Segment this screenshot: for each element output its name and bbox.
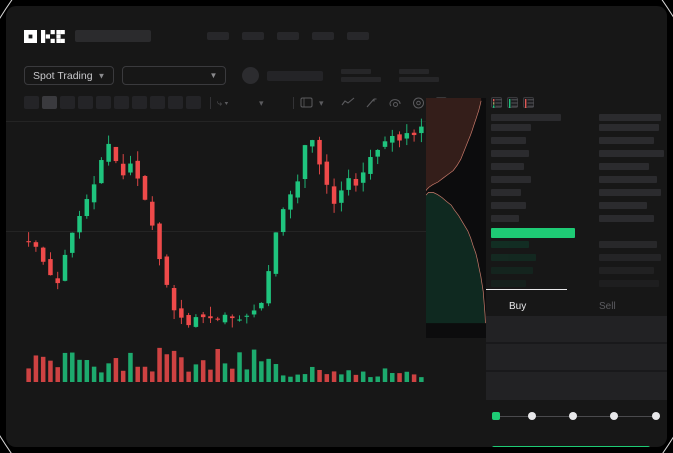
svg-text:▾: ▾: [259, 98, 264, 108]
svg-text:⤷ ▾: ⤷ ▾: [217, 98, 229, 108]
svg-text:▾: ▾: [319, 98, 324, 108]
